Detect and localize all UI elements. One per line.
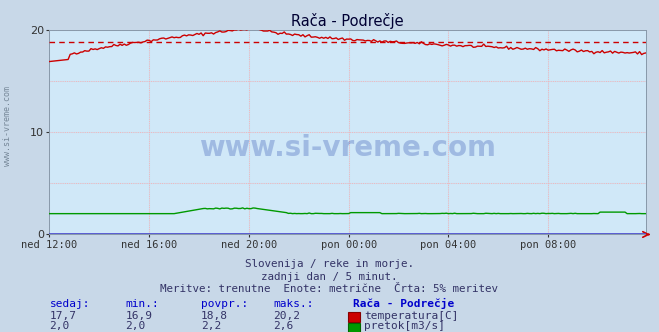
- Text: www.si-vreme.com: www.si-vreme.com: [3, 86, 13, 166]
- Text: Rača - Podrečje: Rača - Podrečje: [353, 298, 454, 309]
- Text: Slovenija / reke in morje.: Slovenija / reke in morje.: [245, 259, 414, 269]
- Text: 2,0: 2,0: [49, 321, 70, 331]
- Text: 17,7: 17,7: [49, 311, 76, 321]
- Text: min.:: min.:: [125, 299, 159, 309]
- Text: sedaj:: sedaj:: [49, 299, 90, 309]
- Text: pretok[m3/s]: pretok[m3/s]: [364, 321, 445, 331]
- Text: 2,6: 2,6: [273, 321, 294, 331]
- Text: 2,0: 2,0: [125, 321, 146, 331]
- Text: Meritve: trenutne  Enote: metrične  Črta: 5% meritev: Meritve: trenutne Enote: metrične Črta: …: [161, 284, 498, 294]
- Text: maks.:: maks.:: [273, 299, 314, 309]
- Text: 2,2: 2,2: [201, 321, 221, 331]
- Text: 16,9: 16,9: [125, 311, 152, 321]
- Text: 18,8: 18,8: [201, 311, 228, 321]
- Text: www.si-vreme.com: www.si-vreme.com: [199, 134, 496, 162]
- Text: 20,2: 20,2: [273, 311, 301, 321]
- Text: povpr.:: povpr.:: [201, 299, 248, 309]
- Text: temperatura[C]: temperatura[C]: [364, 311, 459, 321]
- Text: zadnji dan / 5 minut.: zadnji dan / 5 minut.: [261, 272, 398, 282]
- Title: Rača - Podrečje: Rača - Podrečje: [291, 13, 404, 29]
